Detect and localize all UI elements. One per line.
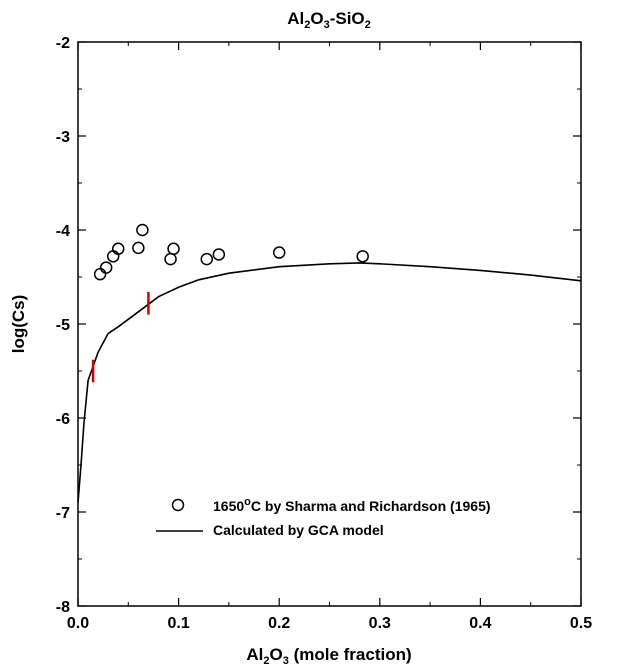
y-tick-label: -7 (56, 505, 70, 522)
x-tick-label: 0.5 (570, 615, 592, 632)
x-tick-label: 0.2 (268, 615, 290, 632)
x-axis-label: Al2O3 (mole fraction) (246, 645, 411, 667)
x-axis: 0.0 0.1 0.2 0.3 0.4 0.5 (67, 42, 592, 632)
legend: 1650oC by Sharma and Richardson (1965) C… (156, 496, 491, 538)
y-axis: -2 -3 -4 -5 -6 -7 -8 (56, 35, 581, 616)
legend-entry-experimental: 1650oC by Sharma and Richardson (1965) (213, 496, 491, 514)
series-lines (77, 262, 582, 503)
data-point (212, 248, 226, 261)
data-point (111, 242, 125, 256)
data-point (272, 246, 286, 259)
data-point (167, 242, 180, 256)
y-tick-label: -2 (56, 35, 70, 52)
data-point (93, 267, 107, 281)
y-axis-label: log(Cs) (9, 295, 28, 354)
y-tick-label: -8 (56, 599, 70, 616)
y-tick-label: -4 (56, 223, 70, 240)
x-tick-label: 0.1 (167, 615, 189, 632)
y-tick-label: -5 (56, 317, 70, 334)
data-point (99, 261, 113, 274)
series-points (93, 223, 369, 281)
legend-circle-icon (171, 498, 185, 512)
legend-entry-model: Calculated by GCA model (213, 522, 384, 538)
gca-model-line (77, 262, 582, 503)
y-tick-label: -3 (56, 129, 70, 146)
data-point (164, 252, 177, 266)
data-point (200, 252, 214, 266)
data-point (136, 223, 149, 237)
data-point (356, 250, 369, 263)
y-tick-label: -6 (56, 411, 70, 428)
x-tick-label: 0.0 (67, 615, 89, 632)
chart-title: Al2O3-SiO2 (287, 9, 371, 31)
x-tick-label: 0.4 (469, 615, 491, 632)
data-point (132, 241, 145, 255)
red-markers (91, 292, 150, 383)
x-tick-label: 0.3 (369, 615, 391, 632)
